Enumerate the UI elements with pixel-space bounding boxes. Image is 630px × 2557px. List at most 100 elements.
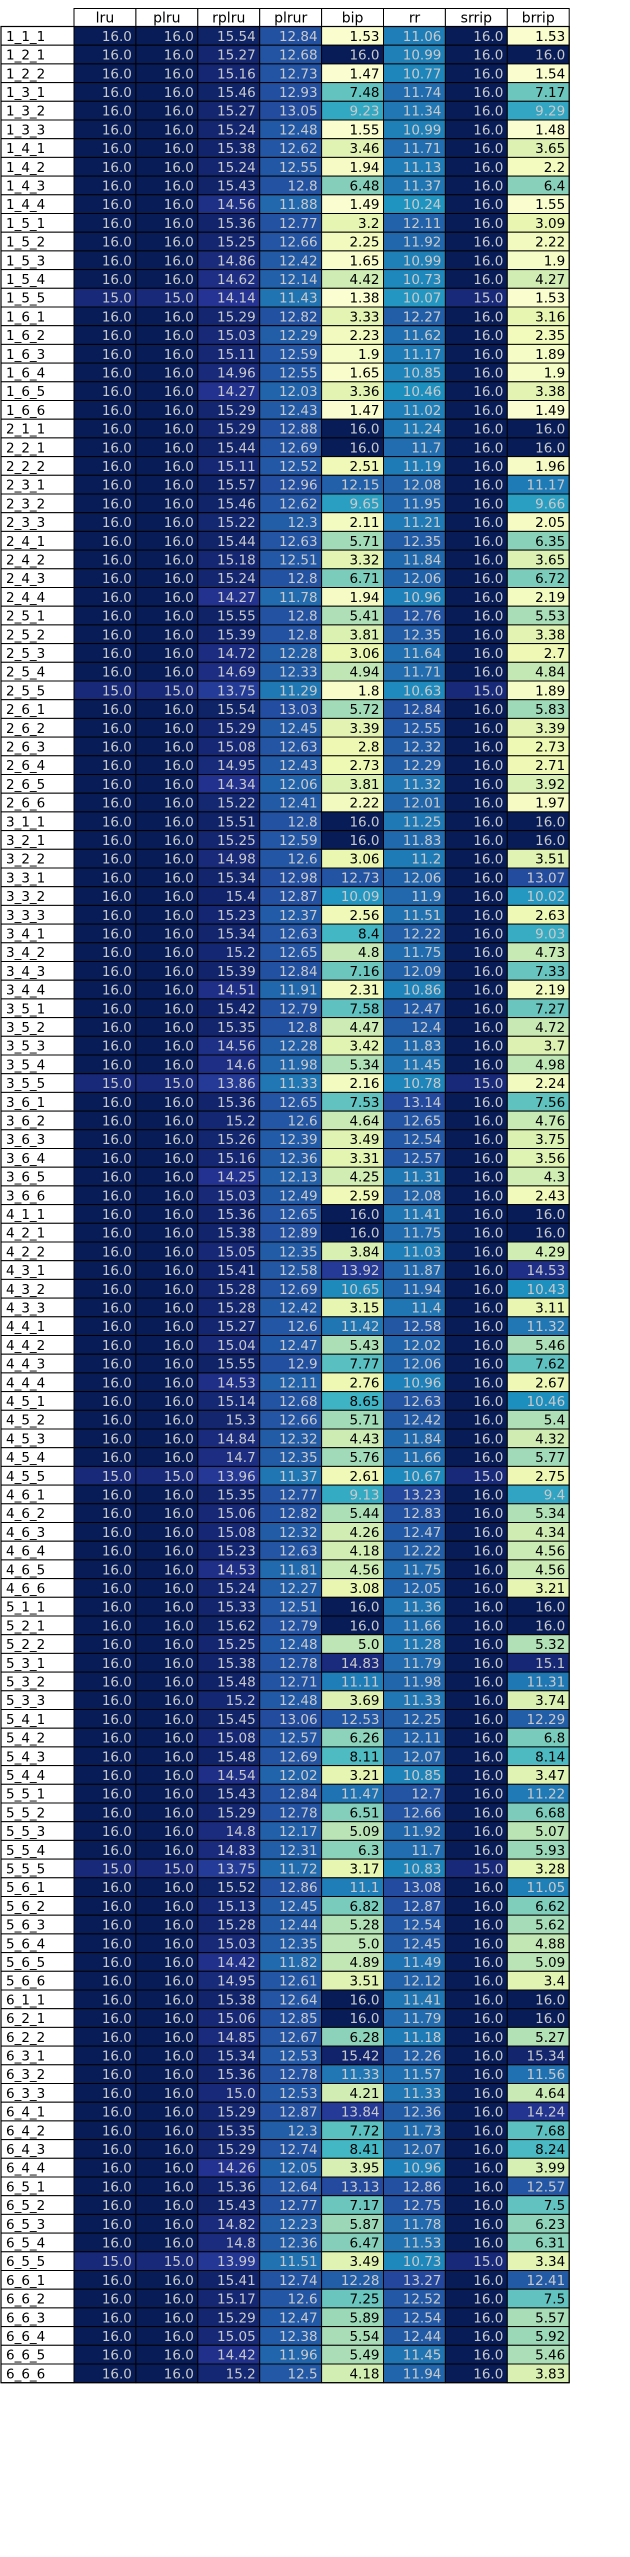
cell-value: 12.57 [403, 1151, 442, 1167]
cell-value: 14.14 [217, 291, 256, 307]
cell-value: 11.18 [403, 2030, 442, 2046]
cell-value: 9.13 [349, 1487, 379, 1503]
cell-value: 6.82 [349, 1899, 379, 1915]
row-label: 5_3_2 [6, 1674, 45, 1690]
cell-value: 16.0 [164, 1581, 194, 1597]
cell-value: 16.0 [473, 833, 503, 849]
cell-value: 16.0 [164, 2235, 194, 2251]
cell-value: 16.0 [473, 2105, 503, 2121]
cell-value: 15.1 [535, 1656, 565, 1672]
cell-value: 16.0 [102, 702, 132, 718]
cell-value: 3.39 [349, 721, 379, 737]
cell-value: 15.0 [102, 1861, 132, 1877]
cell-value: 16.0 [102, 758, 132, 774]
cell-value: 16.0 [102, 1674, 132, 1690]
cell-value: 7.58 [349, 1001, 379, 1017]
cell-value: 16.0 [102, 440, 132, 456]
cell-value: 12.63 [279, 534, 318, 550]
cell-value: 12.63 [279, 1544, 318, 1560]
row-label: 1_5_5 [6, 291, 45, 307]
cell-value: 6.72 [535, 571, 565, 587]
cell-value: 12.22 [403, 1544, 442, 1560]
cell-value: 5.07 [535, 1824, 565, 1840]
row-label: 2_2_1 [6, 440, 45, 456]
cell-value: 16.0 [164, 1282, 194, 1298]
cell-value: 12.51 [279, 552, 318, 568]
row-label: 2_4_3 [6, 571, 45, 587]
cell-value: 10.99 [403, 253, 442, 269]
row-label: 6_6_2 [6, 2292, 45, 2308]
cell-value: 4.56 [535, 1562, 565, 1578]
cell-value: 3.47 [535, 1768, 565, 1784]
cell-value: 3.2 [358, 216, 379, 232]
cell-value: 12.32 [279, 1431, 318, 1447]
cell-value: 12.05 [403, 1581, 442, 1597]
cell-value: 14.53 [527, 1263, 566, 1279]
cell-value: 16.0 [102, 571, 132, 587]
cell-value: 16.0 [349, 2011, 379, 2027]
cell-value: 16.0 [164, 66, 194, 82]
cell-value: 12.74 [279, 2142, 318, 2158]
cell-value: 11.51 [279, 2254, 318, 2270]
cell-value: 4.47 [349, 1020, 379, 1036]
row-label: 5_5_1 [6, 1787, 45, 1803]
cell-value: 12.63 [279, 739, 318, 755]
cell-value: 12.47 [403, 1525, 442, 1541]
cell-value: 3.32 [349, 552, 379, 568]
cell-value: 2.73 [349, 758, 379, 774]
cell-value: 16.0 [164, 197, 194, 213]
cell-value: 16.0 [473, 1338, 503, 1354]
cell-value: 12.43 [279, 403, 318, 419]
cell-value: 2.75 [535, 1469, 565, 1485]
cell-value: 6.31 [535, 2235, 565, 2251]
cell-value: 15.28 [217, 1300, 256, 1316]
cell-value: 12.02 [403, 1338, 442, 1354]
cell-value: 16.0 [164, 1562, 194, 1578]
cell-value: 16.0 [164, 908, 194, 924]
cell-value: 16.0 [473, 609, 503, 625]
cell-value: 12.48 [279, 1637, 318, 1653]
cell-value: 16.0 [473, 235, 503, 251]
cell-value: 16.0 [164, 272, 194, 288]
cell-value: 14.8 [226, 2235, 256, 2251]
cell-value: 15.36 [217, 2067, 256, 2083]
cell-value: 16.0 [102, 852, 132, 868]
cell-value: 16.0 [349, 833, 379, 849]
cell-value: 11.33 [403, 2086, 442, 2102]
cell-value: 16.0 [102, 1581, 132, 1597]
row-label: 2_4_2 [6, 552, 45, 568]
cell-value: 16.0 [473, 197, 503, 213]
cell-value: 16.0 [473, 926, 503, 942]
cell-value: 16.0 [102, 964, 132, 980]
cell-value: 12.06 [403, 870, 442, 886]
cell-value: 2.25 [349, 235, 379, 251]
cell-value: 16.0 [473, 2030, 503, 2046]
cell-value: 16.0 [102, 1487, 132, 1503]
cell-value: 16.0 [473, 1170, 503, 1186]
cell-value: 16.0 [473, 66, 503, 82]
cell-value: 16.0 [164, 2217, 194, 2233]
row-label: 3_5_3 [6, 1039, 45, 1055]
cell-value: 2.76 [349, 1375, 379, 1391]
cell-value: 11.9 [411, 889, 441, 905]
cell-value: 12.54 [403, 1918, 442, 1934]
cell-value: 15.44 [217, 534, 256, 550]
cell-value: 3.06 [349, 646, 379, 662]
cell-value: 11.79 [403, 2011, 442, 2027]
cell-value: 12.07 [403, 2142, 442, 2158]
row-label: 4_6_5 [6, 1562, 45, 1578]
cell-value: 12.08 [403, 478, 442, 494]
cell-value: 11.83 [403, 833, 442, 849]
row-label: 5_4_1 [6, 1712, 45, 1728]
cell-value: 16.0 [102, 2179, 132, 2195]
cell-value: 11.2 [411, 852, 441, 868]
cell-value: 16.0 [473, 1057, 503, 1073]
cell-value: 16.0 [102, 2217, 132, 2233]
cell-value: 10.65 [341, 1282, 380, 1298]
cell-value: 12.45 [279, 1899, 318, 1915]
cell-value: 16.0 [164, 870, 194, 886]
cell-value: 16.0 [473, 964, 503, 980]
cell-value: 16.0 [473, 459, 503, 475]
cell-value: 16.0 [102, 2048, 132, 2064]
cell-value: 16.0 [164, 1300, 194, 1316]
